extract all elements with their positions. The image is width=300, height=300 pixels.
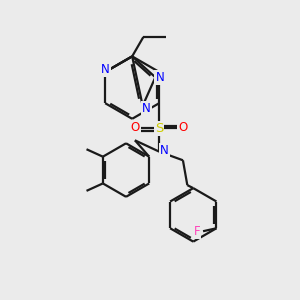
Text: N: N — [160, 144, 169, 157]
Text: N: N — [155, 71, 164, 84]
Text: O: O — [131, 122, 140, 134]
Text: O: O — [178, 122, 188, 134]
Text: N: N — [101, 62, 110, 76]
Text: N: N — [142, 102, 151, 115]
Text: F: F — [194, 225, 200, 238]
Text: S: S — [155, 122, 164, 135]
